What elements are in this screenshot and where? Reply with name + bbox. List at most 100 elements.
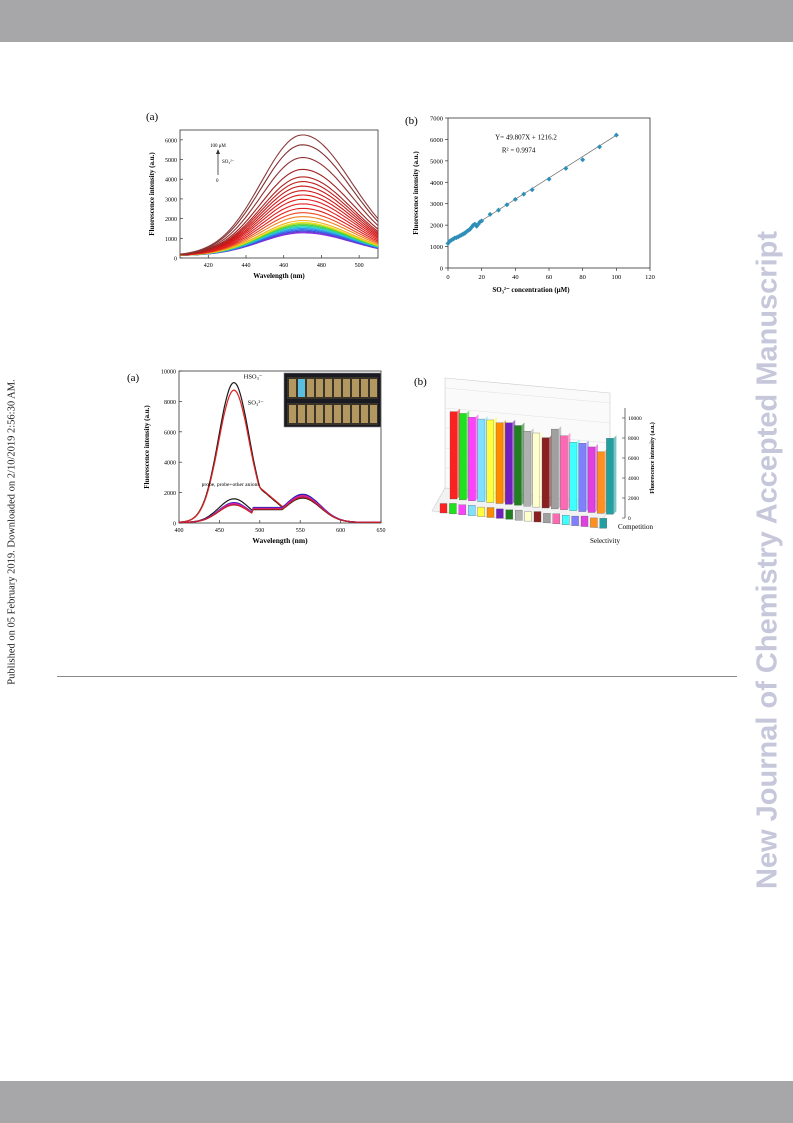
bar-selectivity — [439, 503, 448, 514]
y-axis-label: Fluorescence intensity (a.u.) — [412, 151, 420, 235]
x-tick-label: 60 — [546, 274, 553, 281]
data-point — [448, 237, 454, 243]
spectrum-curve — [179, 134, 379, 255]
data-point — [504, 202, 510, 208]
y-tick-label: 2000 — [164, 491, 176, 497]
y-tick-label: 5000 — [165, 158, 177, 164]
bar-competition — [597, 451, 605, 514]
y-tick-label: 7000 — [430, 116, 443, 123]
z-tick-label: 6000 — [628, 456, 639, 462]
cuvette — [370, 379, 377, 397]
label-probe: probe, probe+other anions — [202, 482, 260, 488]
bar-selectivity — [524, 511, 532, 522]
x-tick-label: 650 — [377, 528, 386, 534]
bar-selectivity — [458, 504, 466, 515]
z-tick-label: 8000 — [628, 436, 639, 442]
y-tick-label: 0 — [173, 522, 176, 528]
bar-selectivity — [552, 513, 560, 524]
y-tick-label: 2000 — [165, 217, 177, 223]
bar-selectivity — [496, 508, 504, 519]
plot-frame — [179, 129, 379, 259]
bar-competition — [541, 437, 550, 509]
bar-selectivity — [486, 507, 495, 518]
bar-selectivity — [571, 515, 579, 526]
published-note: Published on 05 February 2019. Downloade… — [6, 379, 18, 685]
x-tick-label: 420 — [204, 263, 213, 269]
figure-1b-linear-fit: (b) 0 1000 2000 3000 4000 5000 6000 7000 0 20 40 60 8… — [405, 115, 655, 294]
annotation-top: 100 μM — [210, 144, 226, 149]
y-tick-label: 4000 — [165, 178, 177, 184]
fit-r-squared: R² = 0.9974 — [502, 147, 536, 155]
spectrum-curve — [179, 157, 379, 255]
data-point — [597, 144, 602, 150]
z-tick-label: 10000 — [628, 416, 642, 422]
x-tick-label: 450 — [215, 528, 224, 534]
cuvette — [334, 405, 341, 423]
x-tick-label: 400 — [175, 528, 184, 534]
bar-selectivity — [580, 515, 589, 527]
x-tick-label: 40 — [512, 274, 519, 281]
label-so3: SO₃²⁻ — [248, 399, 265, 406]
figure-2b-3d-bar-chart: (b) 0 2000 4000 6000 8000 10000 Fluorescence in… — [414, 376, 656, 545]
bar-competition — [449, 411, 458, 500]
fit-equation: Y= 49.807X + 1216.2 — [495, 133, 557, 141]
bar-competition — [532, 432, 540, 508]
bar-competition — [578, 443, 586, 512]
label-hso3: HSO₃⁻ — [244, 374, 263, 381]
bar-side — [613, 435, 617, 515]
bar-selectivity — [590, 517, 598, 528]
cuvette — [343, 379, 350, 397]
spectrum-curve — [178, 497, 381, 523]
data-point — [546, 176, 552, 182]
bar-selectivity — [533, 511, 542, 523]
data-point — [447, 238, 453, 244]
cuvette — [289, 405, 296, 423]
cuvette — [343, 405, 350, 423]
x-tick-label: 600 — [336, 528, 345, 534]
z-tick-label: 0 — [628, 516, 631, 522]
row-label-selectivity: Selectivity — [590, 537, 620, 545]
x-tick-label: 480 — [317, 263, 326, 269]
x-tick-label: 460 — [279, 263, 288, 269]
data-point — [613, 132, 619, 138]
cuvette — [316, 379, 323, 397]
data-point — [465, 228, 471, 233]
data-point — [479, 218, 485, 224]
bar-competition — [560, 435, 568, 510]
section-divider — [57, 676, 737, 677]
y-tick-label: 4000 — [164, 461, 176, 467]
bar-competition — [477, 418, 485, 502]
bar-selectivity — [477, 506, 485, 517]
panel-label: (b) — [405, 115, 418, 127]
panel-label: (a) — [127, 372, 140, 384]
data-point — [580, 157, 586, 163]
bar-competition — [505, 422, 513, 505]
y-axis-label: Fluorescence intensity (a.u.) — [143, 405, 151, 489]
x-axis-label: SO₃²⁻ concentration (μM) — [492, 286, 570, 294]
bar-selectivity — [515, 510, 523, 521]
cuvette — [307, 405, 314, 423]
z-tick-label: 2000 — [628, 496, 639, 502]
cuvette — [352, 405, 359, 423]
x-tick-label: 80 — [579, 274, 586, 281]
cuvette — [352, 379, 359, 397]
cuvette — [289, 379, 296, 397]
data-point — [487, 211, 493, 217]
y-tick-label: 6000 — [430, 137, 443, 144]
row-label-competition: Competition — [618, 523, 654, 531]
top-header-bar — [0, 0, 793, 42]
y-axis-label: Fluorescence intensity (a.u.) — [148, 152, 156, 236]
bar-selectivity — [599, 518, 607, 529]
z-axis-label: Fluorescence intensity (a.u.) — [649, 422, 656, 494]
bar-competition — [569, 442, 577, 511]
y-tick-label: 3000 — [430, 201, 443, 208]
grid-line — [444, 387, 611, 404]
cuvette — [361, 379, 368, 397]
x-tick-label: 500 — [355, 263, 364, 269]
data-point — [477, 219, 483, 225]
data-point — [563, 165, 569, 171]
data-point — [496, 207, 501, 213]
spectrum-curve — [179, 496, 381, 523]
bar-competition — [514, 425, 522, 506]
